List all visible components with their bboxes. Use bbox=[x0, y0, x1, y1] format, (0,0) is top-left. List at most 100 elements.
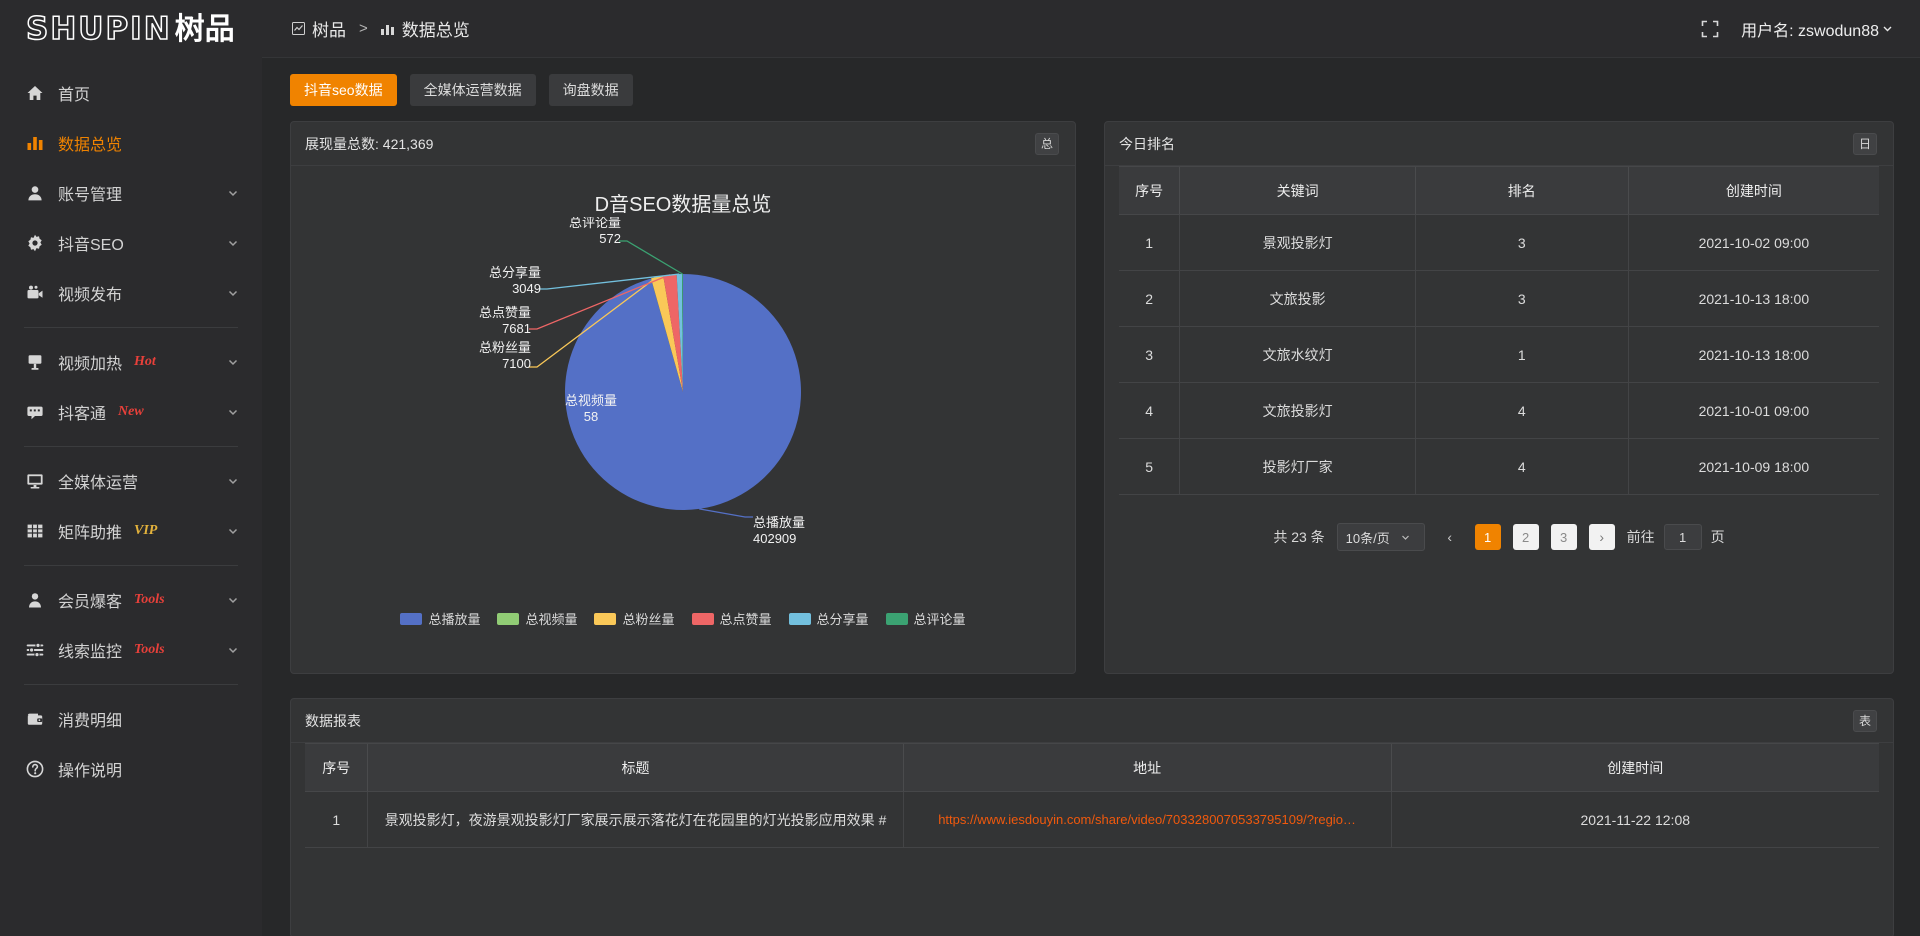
legend-label: 总播放量 bbox=[428, 612, 481, 627]
table-row[interactable]: 5 投影灯厂家 4 2021-10-09 18:00 bbox=[1119, 438, 1879, 495]
sidebar-nav: 首页 数据总览 账号管理 抖音SEO 视频发布 视频加热 Hot 抖客通 New 全媒体运营 矩阵助… bbox=[0, 58, 262, 794]
breadcrumb-root[interactable]: 树品 bbox=[292, 16, 346, 41]
pagination-page-2[interactable]: 2 bbox=[1512, 524, 1539, 550]
legend-label: 总评论量 bbox=[913, 612, 966, 627]
pie-slice-4[interactable] bbox=[676, 274, 683, 392]
rank-cell-3: 2021-10-01 09:00 bbox=[1627, 382, 1879, 439]
sidebar-item-1[interactable]: 数据总览 bbox=[0, 118, 262, 168]
table-row[interactable]: 3 文旅水纹灯 1 2021-10-13 18:00 bbox=[1119, 326, 1879, 383]
rank-cell-0: 5 bbox=[1119, 438, 1180, 495]
pagination-prev[interactable]: ‹ bbox=[1447, 529, 1452, 545]
table-row[interactable]: 1 景观投影灯 3 2021-10-02 09:00 bbox=[1119, 214, 1879, 271]
comment-icon bbox=[24, 402, 46, 422]
legend-item-5[interactable]: 总评论量 bbox=[885, 609, 966, 628]
legend-label: 总粉丝量 bbox=[622, 612, 675, 627]
report-table: 序号 标题 地址 创建时间 1 景观投影灯，夜游景观投影灯厂家展示展示落花灯在花园里的灯… bbox=[305, 743, 1879, 848]
table-row[interactable]: 1 景观投影灯，夜游景观投影灯厂家展示展示落花灯在花园里的灯光投影应用效果 # ht… bbox=[305, 791, 1879, 848]
legend-item-3[interactable]: 总点赞量 bbox=[691, 609, 772, 628]
rank-cell-1: 投影灯厂家 bbox=[1179, 438, 1416, 495]
report-col-2: 地址 bbox=[902, 743, 1392, 792]
brand-logo[interactable]: SHUPIN 树品 bbox=[0, 0, 262, 58]
report-col-0: 序号 bbox=[305, 743, 368, 792]
sidebar: SHUPIN 树品 首页 数据总览 账号管理 抖音SEO 视频发布视频加热 Hot 抖客通 Ne… bbox=[0, 0, 262, 936]
pagination-jump-unit: 页 bbox=[1710, 529, 1725, 545]
tab-0[interactable]: 抖音seo数据 bbox=[290, 74, 397, 106]
pie-label-value: 7681 bbox=[502, 321, 531, 336]
pie-range-button[interactable]: 总 bbox=[1034, 132, 1059, 155]
chevron-down-icon[interactable] bbox=[226, 474, 240, 488]
home-icon bbox=[24, 83, 46, 103]
sidebar-item-2[interactable]: 账号管理 bbox=[0, 168, 262, 218]
report-table-header-row: 序号 标题 地址 创建时间 bbox=[305, 743, 1879, 792]
question-icon bbox=[24, 759, 46, 779]
chevron-down-icon[interactable] bbox=[226, 524, 240, 538]
legend-item-1[interactable]: 总视频量 bbox=[497, 609, 577, 628]
rank-cell-0: 1 bbox=[1119, 214, 1180, 271]
table-row[interactable]: 2 文旅投影 3 2021-10-13 18:00 bbox=[1119, 270, 1879, 327]
legend-item-2[interactable]: 总粉丝量 bbox=[594, 609, 675, 628]
sidebar-item-15[interactable]: 消费明细 bbox=[0, 694, 262, 744]
chevron-down-icon[interactable] bbox=[226, 286, 240, 300]
legend-label: 总点赞量 bbox=[719, 612, 772, 627]
report-cell-title: 景观投影灯，夜游景观投影灯厂家展示展示落花灯在花园里的灯光投影应用效果 # bbox=[367, 791, 904, 848]
rank-cell-3: 2021-10-13 18:00 bbox=[1627, 270, 1879, 327]
rank-table-body: 1 景观投影灯 3 2021-10-02 09:00 2 文旅投影 3 2021-10-13 … bbox=[1119, 214, 1879, 495]
sidebar-item-badge: New bbox=[118, 404, 144, 419]
chevron-down-icon[interactable] bbox=[226, 593, 240, 607]
legend-swatch-icon bbox=[885, 612, 908, 625]
main-area: 树品 > 数据总览 用户名: zswodun88 bbox=[262, 0, 1920, 936]
sidebar-item-10[interactable]: 矩阵助推 VIP bbox=[0, 506, 262, 556]
table-row[interactable]: 4 文旅投影灯 4 2021-10-01 09:00 bbox=[1119, 382, 1879, 439]
chevron-down-icon[interactable] bbox=[226, 405, 240, 419]
chevron-down-icon[interactable] bbox=[226, 643, 240, 657]
tab-2[interactable]: 询盘数据 bbox=[548, 74, 633, 106]
sidebar-item-6[interactable]: 视频加热 Hot bbox=[0, 337, 262, 387]
pie-label-name: 总播放量 bbox=[753, 515, 805, 530]
rank-range-button[interactable]: 日 bbox=[1852, 132, 1877, 155]
pie-chart-plot: 总播放量 402909 总视频量 58 总粉丝量 7100 总点赞量 7681 总分享量 3049… bbox=[291, 217, 1075, 607]
pie-chart-svg[interactable]: 总播放量402909总视频量58总粉丝量7100总点赞量7681总分享量3049… bbox=[291, 217, 1075, 607]
chevron-down-icon bbox=[1883, 26, 1892, 32]
chevron-down-icon[interactable] bbox=[226, 186, 240, 200]
sliders-icon bbox=[24, 640, 46, 660]
pie-slice-3[interactable] bbox=[663, 274, 683, 392]
rank-cell-1: 文旅投影 bbox=[1179, 270, 1416, 327]
user-icon bbox=[24, 183, 46, 203]
legend-label: 总视频量 bbox=[525, 612, 578, 627]
breadcrumb-current[interactable]: 数据总览 bbox=[380, 16, 470, 41]
user-menu[interactable]: 用户名: zswodun88 bbox=[1741, 17, 1894, 41]
sidebar-item-4[interactable]: 视频发布 bbox=[0, 268, 262, 318]
rank-col-2: 排名 bbox=[1414, 166, 1629, 215]
pie-slice-2[interactable] bbox=[651, 275, 683, 392]
sidebar-item-9[interactable]: 全媒体运营 bbox=[0, 456, 262, 506]
rank-cell-0: 4 bbox=[1119, 382, 1180, 439]
chart-title: D音SEO数据量总览 bbox=[594, 194, 772, 216]
rank-table-header-row: 序号 关键词 排名 创建时间 bbox=[1119, 166, 1879, 215]
sidebar-item-7[interactable]: 抖客通 New bbox=[0, 387, 262, 437]
sidebar-item-3[interactable]: 抖音SEO bbox=[0, 218, 262, 268]
page-size-select[interactable]: 10条/页 bbox=[1336, 523, 1425, 551]
chevron-down-icon[interactable] bbox=[226, 355, 240, 369]
pagination-next[interactable]: › bbox=[1588, 524, 1615, 550]
legend-item-4[interactable]: 总分享量 bbox=[788, 609, 869, 628]
sidebar-item-12[interactable]: 会员爆客 Tools bbox=[0, 575, 262, 625]
report-range-button[interactable]: 表 bbox=[1852, 709, 1877, 732]
chevron-down-icon bbox=[1401, 535, 1409, 540]
pie-slice-1[interactable] bbox=[650, 278, 683, 392]
sidebar-item-label: 矩阵助推 bbox=[58, 525, 123, 542]
sidebar-item-label: 操作说明 bbox=[58, 763, 123, 780]
fullscreen-icon[interactable] bbox=[1701, 20, 1719, 38]
sidebar-item-13[interactable]: 线索监控 Tools bbox=[0, 625, 262, 675]
legend-item-0[interactable]: 总播放量 bbox=[400, 609, 480, 628]
sidebar-item-16[interactable]: 操作说明 bbox=[0, 744, 262, 794]
pagination-page-1[interactable]: 1 bbox=[1474, 524, 1501, 550]
chevron-down-icon[interactable] bbox=[226, 236, 240, 250]
pagination-jump-input[interactable] bbox=[1663, 524, 1702, 550]
tab-1[interactable]: 全媒体运营数据 bbox=[409, 74, 536, 106]
pagination-page-3[interactable]: 3 bbox=[1550, 524, 1577, 550]
video-url-link[interactable]: https://www.iesdouyin.com/share/video/70… bbox=[938, 812, 1356, 827]
sidebar-item-0[interactable]: 首页 bbox=[0, 68, 262, 118]
pagination-total: 共 23 条 bbox=[1273, 529, 1325, 545]
